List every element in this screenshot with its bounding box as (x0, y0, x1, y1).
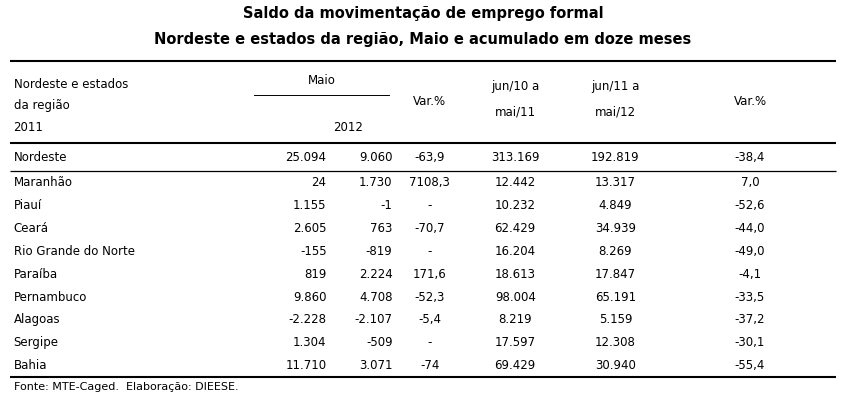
Text: 192.819: 192.819 (591, 150, 640, 164)
Text: da região: da região (14, 99, 69, 112)
Text: 7,0: 7,0 (740, 176, 760, 189)
Text: -38,4: -38,4 (735, 150, 765, 164)
Text: 2012: 2012 (333, 121, 363, 134)
Text: -1: -1 (381, 199, 393, 212)
Text: 3.071: 3.071 (359, 359, 393, 372)
Text: Var.%: Var.% (733, 95, 766, 109)
Text: 313.169: 313.169 (491, 150, 540, 164)
Text: Pernambuco: Pernambuco (14, 291, 87, 304)
Text: 9.060: 9.060 (359, 150, 393, 164)
Text: 763: 763 (371, 222, 393, 235)
Text: 8.269: 8.269 (599, 245, 632, 258)
Text: 5.159: 5.159 (599, 313, 632, 326)
Text: Nordeste e estados da região, Maio e acumulado em doze meses: Nordeste e estados da região, Maio e acu… (154, 32, 692, 47)
Text: 17.847: 17.847 (595, 268, 636, 281)
Text: 25.094: 25.094 (286, 150, 327, 164)
Text: jun/11 a: jun/11 a (591, 80, 640, 93)
Text: -2.107: -2.107 (354, 313, 393, 326)
Text: -52,3: -52,3 (415, 291, 445, 304)
Text: Var.%: Var.% (413, 95, 447, 109)
Text: 65.191: 65.191 (595, 291, 636, 304)
Text: 98.004: 98.004 (495, 291, 536, 304)
Text: 62.429: 62.429 (495, 222, 536, 235)
Text: 1.304: 1.304 (293, 336, 327, 349)
Text: 2.224: 2.224 (359, 268, 393, 281)
Text: Piauí: Piauí (14, 199, 41, 212)
Text: -44,0: -44,0 (734, 222, 766, 235)
Text: -49,0: -49,0 (734, 245, 766, 258)
Text: jun/10 a: jun/10 a (491, 80, 540, 93)
Text: 30.940: 30.940 (595, 359, 636, 372)
Text: 819: 819 (305, 268, 327, 281)
Text: 4.849: 4.849 (599, 199, 632, 212)
Text: 7108,3: 7108,3 (409, 176, 450, 189)
Text: 16.204: 16.204 (495, 245, 536, 258)
Text: -33,5: -33,5 (735, 291, 765, 304)
Text: 12.442: 12.442 (495, 176, 536, 189)
Text: 69.429: 69.429 (495, 359, 536, 372)
Text: -155: -155 (300, 245, 327, 258)
Text: Rio Grande do Norte: Rio Grande do Norte (14, 245, 135, 258)
Text: -: - (427, 245, 432, 258)
Text: mai/12: mai/12 (595, 105, 636, 118)
Text: Maranhão: Maranhão (14, 176, 73, 189)
Text: 9.860: 9.860 (293, 291, 327, 304)
Text: 18.613: 18.613 (495, 268, 536, 281)
Text: 17.597: 17.597 (495, 336, 536, 349)
Text: 34.939: 34.939 (595, 222, 636, 235)
Text: -55,4: -55,4 (735, 359, 765, 372)
Text: 13.317: 13.317 (595, 176, 636, 189)
Text: Nordeste: Nordeste (14, 150, 67, 164)
Text: -509: -509 (366, 336, 393, 349)
Text: -37,2: -37,2 (734, 313, 766, 326)
Text: 12.308: 12.308 (595, 336, 636, 349)
Text: -63,9: -63,9 (415, 150, 445, 164)
Text: -2.228: -2.228 (288, 313, 327, 326)
Text: -819: -819 (365, 245, 393, 258)
Text: -: - (427, 336, 432, 349)
Text: -: - (427, 199, 432, 212)
Text: 1.155: 1.155 (293, 199, 327, 212)
Text: 171,6: 171,6 (413, 268, 447, 281)
Text: 4.708: 4.708 (359, 291, 393, 304)
Text: Ceará: Ceará (14, 222, 48, 235)
Text: 11.710: 11.710 (285, 359, 327, 372)
Text: -30,1: -30,1 (735, 336, 765, 349)
Text: Paraíba: Paraíba (14, 268, 58, 281)
Text: 2.605: 2.605 (293, 222, 327, 235)
Text: -52,6: -52,6 (734, 199, 766, 212)
Text: 10.232: 10.232 (495, 199, 536, 212)
Text: Maio: Maio (308, 74, 335, 87)
Text: -74: -74 (420, 359, 439, 372)
Text: Fonte: MTE-Caged.  Elaboração: DIEESE.: Fonte: MTE-Caged. Elaboração: DIEESE. (14, 382, 239, 392)
Text: Alagoas: Alagoas (14, 313, 60, 326)
Text: 24: 24 (311, 176, 327, 189)
Text: 2011: 2011 (14, 121, 43, 134)
Text: 8.219: 8.219 (498, 313, 532, 326)
Text: mai/11: mai/11 (495, 105, 536, 118)
Text: Saldo da movimentação de emprego formal: Saldo da movimentação de emprego formal (243, 6, 603, 21)
Text: Nordeste e estados: Nordeste e estados (14, 78, 128, 91)
Text: -5,4: -5,4 (418, 313, 442, 326)
Text: Sergipe: Sergipe (14, 336, 58, 349)
Text: Bahia: Bahia (14, 359, 47, 372)
Text: -70,7: -70,7 (415, 222, 445, 235)
Text: 1.730: 1.730 (359, 176, 393, 189)
Text: -4,1: -4,1 (739, 268, 761, 281)
